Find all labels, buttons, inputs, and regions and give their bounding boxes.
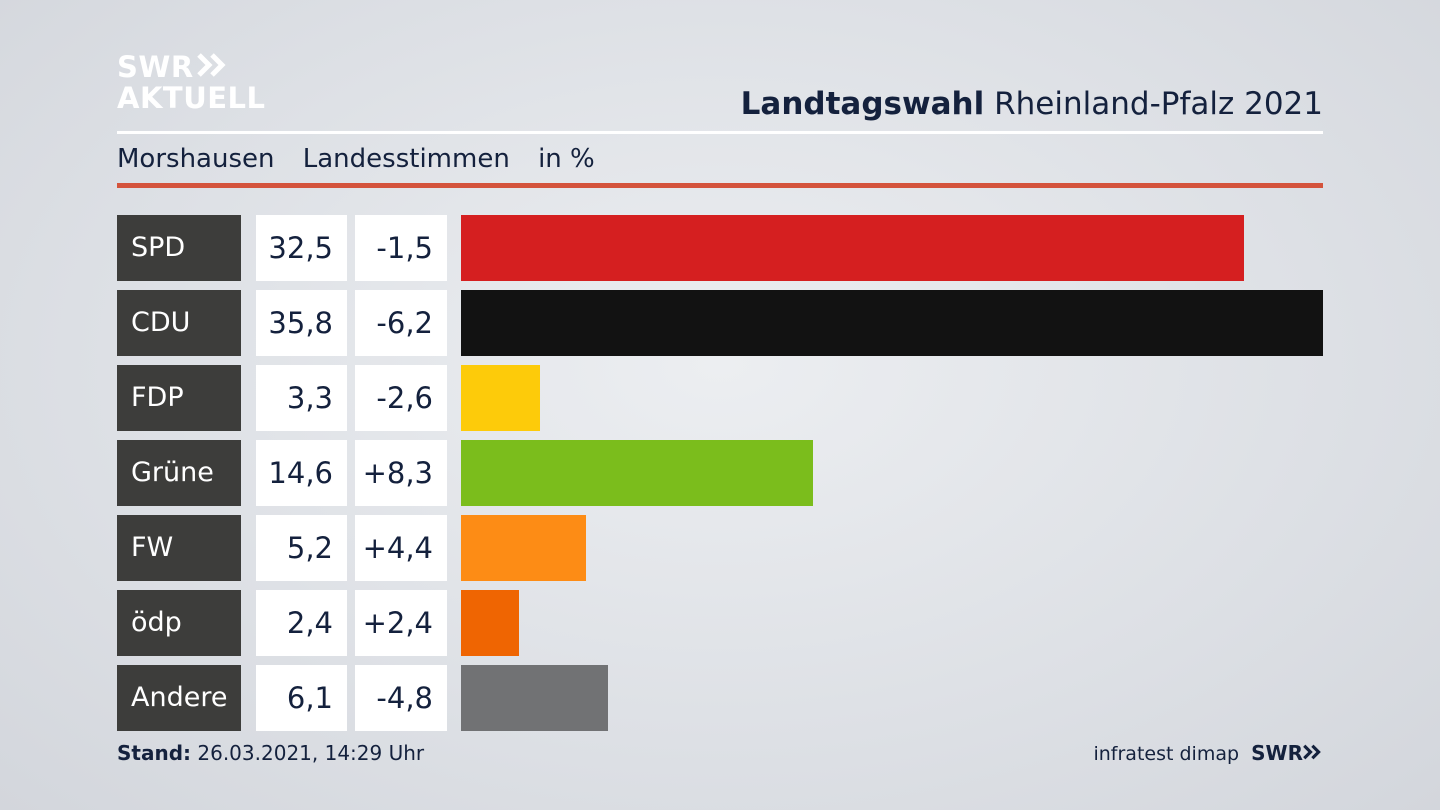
change-label: -6,2 [355,290,447,356]
footer-text: 26.03.2021, 14:29 Uhr [197,741,425,765]
brand-arrows [1303,744,1321,760]
row: FW 5,2 +4,4 [117,515,1323,581]
change-label: +8,3 [355,440,447,506]
title-rest: Rheinland-Pfalz 2021 [994,86,1323,122]
row: Grüne 14,6 +8,3 [117,440,1323,506]
party-name: CDU [117,290,241,356]
subtitle-part: Landesstimmen [302,144,510,174]
title-bold: Landtagswahl [740,86,985,122]
footer-label: Stand: [117,741,192,765]
source-text: infratest dimap [1093,743,1240,765]
bar [461,665,608,731]
value-label: 5,2 [256,515,347,581]
logo: SWR AKTUELL [117,52,266,114]
value-label: 32,5 [256,215,347,281]
logo-arrows [196,53,226,77]
subtitle-part: Morshausen [117,144,275,174]
change-label: -2,6 [355,365,447,431]
value-label: 3,3 [256,365,347,431]
logo-text: SWR [117,50,194,84]
logo-text: AKTUELL [117,81,266,115]
row: CDU 35,8 -6,2 [117,290,1323,356]
bar [461,590,519,656]
bar [461,365,541,431]
subtitle-part: in % [538,144,595,174]
value-label: 14,6 [256,440,347,506]
change-label: +2,4 [355,590,447,656]
row: Andere 6,1 -4,8 [117,665,1323,731]
value-label: 2,4 [256,590,347,656]
bar [461,440,813,506]
bar [461,215,1244,281]
brand: SWR [1251,741,1303,765]
change-label: -4,8 [355,665,447,731]
source: infratest dimap SWR [1093,741,1323,765]
divider [117,131,1323,134]
party-name: Grüne [117,440,241,506]
party-name: SPD [117,215,241,281]
row: ödp 2,4 +2,4 [117,590,1323,656]
change-label: -1,5 [355,215,447,281]
party-name: FDP [117,365,241,431]
row: FDP 3,3 -2,6 [117,365,1323,431]
value-label: 6,1 [256,665,347,731]
title: Landtagswahl Rheinland-Pfalz 2021 [741,86,1323,122]
value-label: 35,8 [256,290,347,356]
party-name: Andere [117,665,241,731]
subtitle: Morshausen Landesstimmen in % [117,144,615,174]
change-label: +4,4 [355,515,447,581]
accent-line [117,183,1323,188]
row: SPD 32,5 -1,5 [117,215,1323,281]
party-name: ödp [117,590,241,656]
bar [461,290,1323,356]
party-name: FW [117,515,241,581]
bar [461,515,587,581]
footer: Stand: 26.03.2021, 14:29 Uhr [117,741,424,765]
